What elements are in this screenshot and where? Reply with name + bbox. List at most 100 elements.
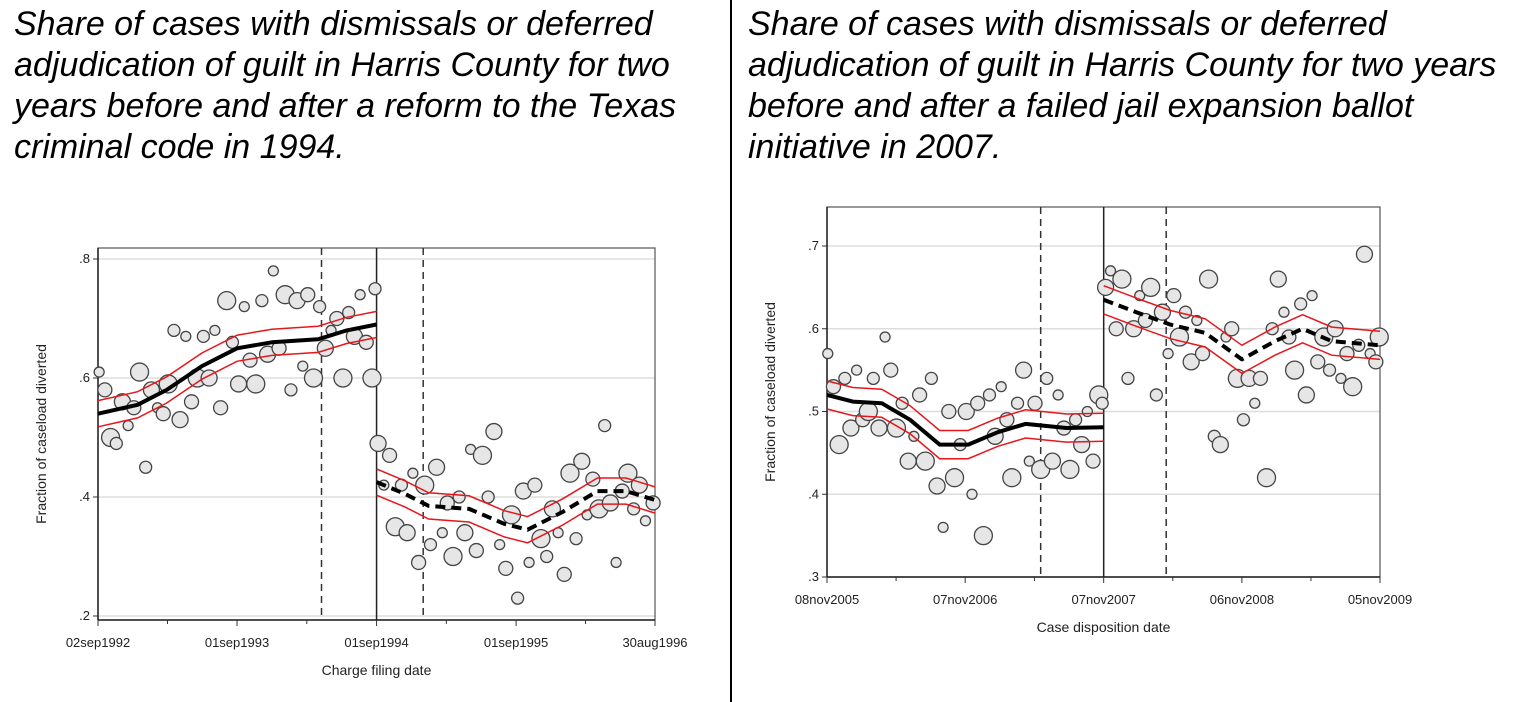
y-tick-label: .4 [808, 486, 819, 501]
data-point [1306, 289, 1318, 302]
data-point [267, 265, 279, 277]
data-point [109, 436, 123, 451]
data-point [822, 347, 834, 360]
data-point [1166, 287, 1182, 304]
data-point [915, 451, 935, 471]
y-tick-label: .6 [808, 321, 819, 336]
data-point [1297, 386, 1316, 404]
data-point [598, 418, 612, 433]
data-point [93, 366, 105, 378]
data-point [443, 546, 463, 567]
data-point [879, 331, 891, 343]
data-point [407, 467, 419, 479]
data-point [1310, 354, 1326, 370]
data-point [410, 554, 427, 571]
y-axis-label: Fraction of caseload diverted [33, 344, 49, 524]
left-scatter-chart: .2 .4 .6 .8 02sep1992 01sep1993 01sep1994 01sep… [33, 247, 688, 678]
ci-upper-line [1103, 284, 1381, 347]
x-tick-label: 07nov2006 [933, 592, 997, 607]
ci-lower-line [376, 494, 656, 544]
data-point [1224, 321, 1240, 337]
ci-upper-line [97, 310, 377, 402]
data-point [1112, 269, 1132, 289]
data-point [573, 452, 591, 470]
data-point [369, 434, 387, 453]
data-point [630, 476, 649, 494]
panel-divider [730, 0, 732, 702]
ci-lower-line [1103, 313, 1381, 375]
data-point [303, 368, 324, 388]
data-point [1149, 388, 1164, 402]
data-point [229, 375, 248, 393]
data-point [212, 400, 229, 416]
x-tick-label: 01sep1993 [205, 635, 269, 650]
data-point [1249, 397, 1261, 409]
y-tick-label: .5 [808, 404, 819, 419]
data-point [1343, 377, 1363, 397]
data-point [1355, 245, 1374, 263]
data-point [415, 475, 435, 495]
data-point [122, 419, 134, 432]
x-tick-label: 30aug1996 [622, 635, 687, 650]
data-point [354, 289, 366, 301]
ci-lower-line [97, 336, 377, 428]
data-point [456, 524, 474, 542]
data-point [1326, 320, 1344, 338]
ci-lower-line [826, 408, 1104, 460]
data-point [944, 468, 965, 488]
data-point [183, 394, 200, 410]
x-axis-label: Charge filing date [322, 662, 432, 678]
data-point [498, 560, 514, 577]
data-point [639, 515, 652, 527]
data-point [381, 447, 398, 464]
data-point [1369, 327, 1389, 347]
fit-line-post [1102, 297, 1381, 362]
data-point [485, 422, 503, 441]
data-point [209, 324, 221, 337]
fit-line-pre [826, 392, 1104, 447]
data-point [966, 488, 978, 500]
data-point [1284, 360, 1305, 380]
data-point [1043, 452, 1062, 470]
data-point [911, 387, 928, 403]
data-point [468, 542, 484, 559]
data-point [601, 494, 620, 512]
data-point [556, 566, 572, 582]
data-point [1014, 361, 1033, 379]
data-point [895, 396, 909, 410]
y-axis-label: Fraction of caseload diverted [762, 302, 778, 482]
x-tick-label: 02sep1992 [66, 635, 130, 650]
x-tick-label: 01sep1995 [484, 635, 548, 650]
y-tick-label: .4 [79, 489, 90, 504]
data-point [1108, 321, 1124, 337]
data-point [1121, 371, 1135, 386]
data-point [842, 419, 860, 437]
data-point [238, 300, 250, 313]
data-point [333, 368, 353, 388]
data-point [398, 524, 416, 542]
data-point [982, 388, 997, 402]
right-scatter-chart: .3 .4 .5 .6 .7 08nov2005 07nov2006 07nov2007 06n… [762, 206, 1412, 635]
data-point [1010, 396, 1025, 410]
data-point [1294, 297, 1308, 311]
data-point [129, 362, 150, 382]
data-point [829, 434, 849, 455]
data-point [1002, 468, 1022, 488]
data-point [527, 477, 543, 493]
data-point [610, 556, 622, 569]
y-tick-label: .2 [79, 608, 90, 623]
data-point [1269, 270, 1287, 288]
ci-upper-line [826, 380, 1104, 432]
data-point [362, 368, 382, 388]
data-point [924, 371, 939, 386]
data-point [540, 549, 554, 564]
data-point [1339, 345, 1355, 362]
data-point [368, 282, 382, 296]
data-point [427, 458, 446, 476]
data-point [1060, 459, 1080, 480]
data-point [1095, 396, 1109, 410]
data-point [255, 293, 269, 308]
data-point [180, 330, 192, 343]
data-point [1252, 370, 1269, 387]
data-point [899, 452, 917, 470]
